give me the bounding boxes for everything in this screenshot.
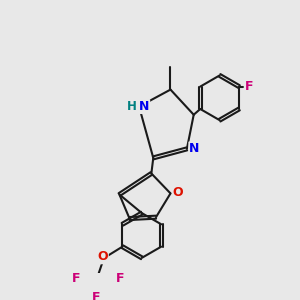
- Text: H: H: [127, 100, 137, 113]
- Text: N: N: [139, 100, 149, 113]
- Text: O: O: [97, 250, 108, 263]
- Text: N: N: [189, 142, 200, 155]
- Text: F: F: [116, 272, 124, 285]
- Text: F: F: [72, 272, 80, 285]
- Text: F: F: [92, 291, 101, 300]
- Text: F: F: [245, 80, 254, 93]
- Text: O: O: [173, 185, 183, 199]
